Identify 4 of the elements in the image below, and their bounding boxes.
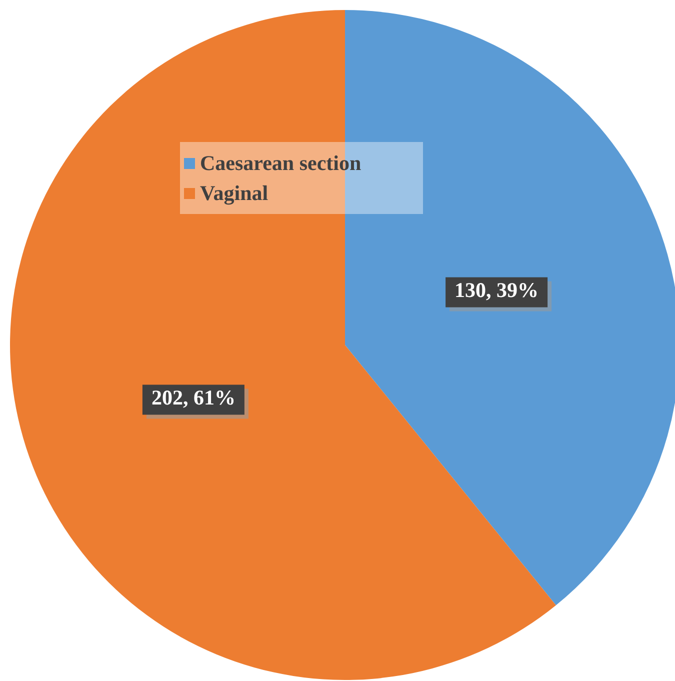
data-label: 130, 39% [454, 278, 539, 302]
legend-label: Caesarean section [200, 150, 362, 176]
legend-label: Vaginal [200, 180, 268, 206]
data-label: 202, 61% [151, 386, 236, 410]
